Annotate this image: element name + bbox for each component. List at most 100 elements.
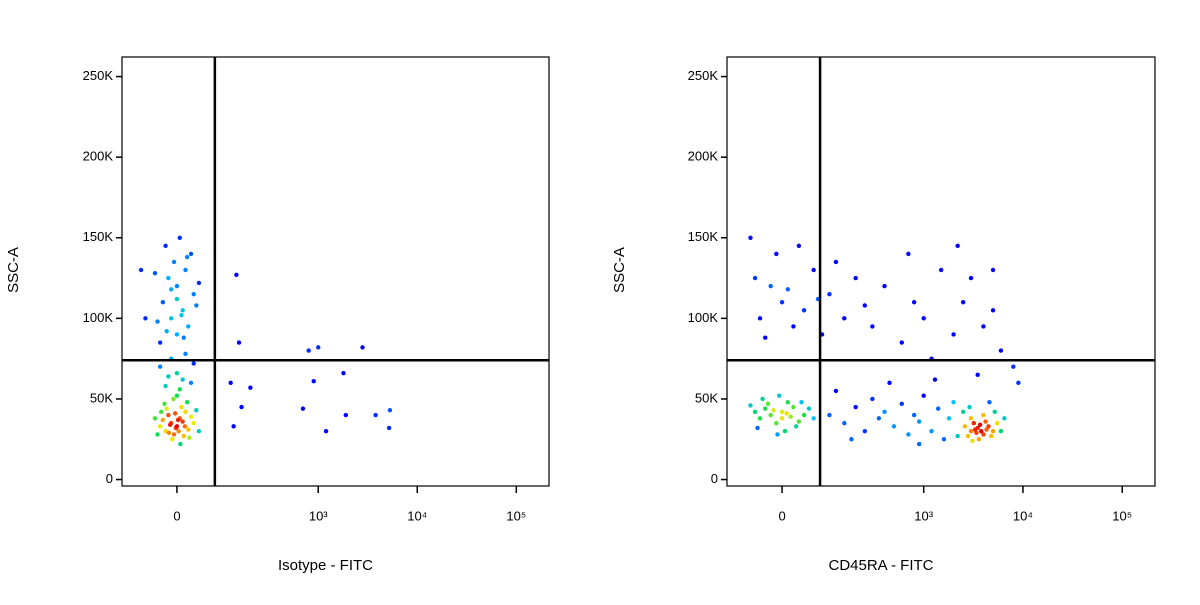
event-dot: [174, 332, 180, 337]
event-dot: [155, 432, 160, 437]
event-dot: [811, 416, 816, 421]
y-tick-label: 200K: [688, 149, 719, 164]
event-dot: [341, 370, 346, 376]
event-dot: [174, 370, 180, 376]
event-dot: [776, 393, 782, 398]
event-dot: [779, 300, 785, 305]
event-dot: [984, 427, 989, 432]
event-dot: [768, 412, 773, 418]
event-dot: [785, 399, 790, 405]
event-dot: [179, 404, 184, 410]
event-dot: [990, 267, 996, 273]
event-dot: [775, 432, 780, 437]
event-dot: [941, 437, 947, 442]
event-dot: [752, 275, 758, 281]
x-tick-label: 10⁴: [1013, 508, 1033, 523]
event-dot: [891, 424, 897, 429]
event-dot: [169, 287, 174, 292]
y-tick-label: 50K: [695, 390, 718, 405]
event-dot: [989, 433, 994, 439]
event-dot: [979, 428, 984, 434]
event-dot: [180, 377, 185, 382]
event-dot: [992, 409, 997, 415]
event-dot: [811, 267, 816, 273]
event-dot: [972, 427, 978, 432]
event-dot: [316, 345, 321, 350]
event-dot: [946, 416, 952, 421]
event-dot: [771, 408, 776, 413]
event-dot: [774, 420, 779, 426]
event-dot: [166, 374, 171, 379]
event-dot: [164, 329, 169, 334]
event-dot: [748, 403, 753, 408]
event-dot: [162, 401, 167, 406]
event-dot: [164, 406, 169, 411]
event-dot: [160, 300, 166, 305]
event-dot: [360, 345, 365, 350]
plot-frame: [121, 56, 550, 487]
event-dot: [938, 267, 944, 273]
event-dot: [785, 287, 790, 292]
event-dot: [763, 335, 768, 340]
event-dot: [166, 430, 172, 436]
event-dot: [173, 411, 178, 416]
event-dot: [187, 435, 192, 440]
x-axis-label: Isotype - FITC: [278, 557, 373, 574]
event-dot: [921, 393, 926, 398]
event-dot: [987, 399, 992, 405]
event-dot: [801, 412, 807, 418]
event-dot: [827, 412, 832, 418]
event-dot: [196, 428, 202, 434]
event-dot: [177, 235, 183, 240]
event-dot: [911, 300, 917, 305]
event-dot: [179, 312, 184, 318]
event-dot: [916, 419, 922, 424]
event-dot: [791, 324, 796, 329]
event-dot: [183, 267, 188, 273]
event-dot: [990, 428, 996, 434]
event-dot: [960, 300, 966, 305]
event-dot: [184, 399, 190, 405]
event-dot: [842, 316, 847, 321]
event-dot: [163, 243, 168, 249]
event-dot: [239, 404, 244, 410]
event-dot: [998, 348, 1004, 353]
event-dot: [768, 283, 773, 289]
event-dot: [935, 406, 941, 411]
event-dot: [929, 428, 934, 434]
x-axis-label: CD45RA - FITC: [828, 557, 933, 574]
x-tick-label: 10⁵: [1112, 508, 1132, 523]
event-dot: [180, 419, 185, 424]
event-dot: [228, 380, 233, 386]
event-dot: [175, 417, 181, 423]
event-dot: [231, 424, 236, 429]
event-dot: [194, 408, 199, 413]
event-dot: [163, 428, 168, 434]
event-dot: [248, 385, 253, 390]
event-dot: [932, 377, 938, 382]
event-dot: [159, 409, 164, 415]
event-dot: [906, 432, 911, 437]
event-dot: [174, 283, 180, 289]
event-dot: [994, 420, 1000, 426]
event-dot: [906, 251, 911, 257]
x-tick-label: 10³: [309, 508, 328, 523]
event-dot: [300, 406, 306, 411]
event-dot: [387, 408, 393, 413]
event-dot: [849, 437, 854, 442]
event-dot: [157, 340, 163, 345]
event-dot: [962, 424, 968, 429]
event-dot: [386, 425, 392, 431]
event-dot: [876, 416, 882, 421]
event-dot: [757, 316, 763, 321]
event-dot: [827, 291, 832, 297]
y-tick-label: 250K: [83, 68, 114, 83]
y-tick-label: 150K: [688, 229, 719, 244]
event-dot: [779, 409, 785, 415]
event-dot: [138, 267, 144, 273]
event-dot: [306, 348, 311, 353]
event-dot: [174, 424, 180, 429]
event-dot: [760, 396, 765, 402]
event-dot: [171, 396, 176, 402]
event-dot: [981, 324, 986, 329]
